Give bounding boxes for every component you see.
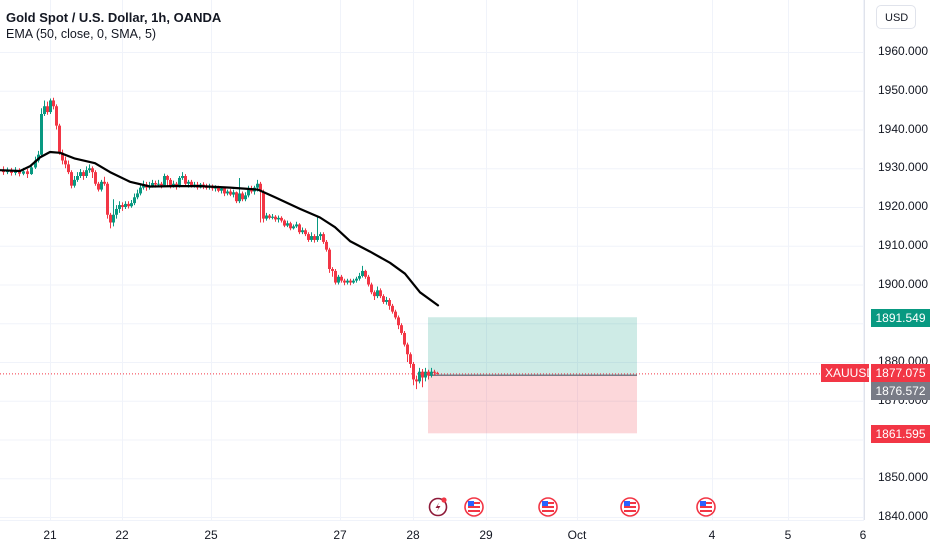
long-position-tool[interactable]: [428, 317, 637, 434]
time-tick-label: 28: [406, 528, 420, 542]
chart-grid: [0, 0, 864, 520]
symbol-title[interactable]: Gold Spot / U.S. Dollar, 1h, OANDA: [6, 10, 222, 25]
time-tick-label: 4: [708, 528, 716, 542]
target-zone[interactable]: [428, 317, 637, 376]
event-markers[interactable]: [428, 497, 716, 517]
time-tick-label: Oct: [567, 528, 587, 542]
price-tick-label: 1910.000: [878, 237, 929, 252]
price-tick-label: 1930.000: [878, 160, 929, 175]
price-tick-label: 1960.000: [878, 44, 929, 58]
entry-price-tag: 1876.572: [871, 382, 930, 400]
time-tick-label: 5: [784, 528, 792, 542]
price-tick-label: 1940.000: [878, 121, 929, 136]
chart-legend: Gold Spot / U.S. Dollar, 1h, OANDA EMA (…: [6, 9, 221, 43]
time-tick-label: 25: [204, 528, 218, 542]
target-price-tag: 1891.549: [871, 309, 930, 327]
price-tick-label: 1840.000: [878, 509, 929, 523]
ema-line: [0, 150, 440, 307]
time-tick-label: 21: [43, 528, 57, 542]
currency-button[interactable]: USD: [876, 5, 916, 29]
price-tick-label: 1850.000: [878, 470, 929, 485]
current-price-tag: 1877.075: [871, 364, 930, 382]
stop-price-tag: 1861.595: [871, 425, 930, 443]
time-tick-label: 22: [115, 528, 129, 542]
price-tick-label: 1950.000: [878, 82, 929, 97]
symbol-tag: XAUUSD: [821, 364, 875, 382]
time-tick-label: 27: [333, 528, 347, 542]
us-economic-event-icon[interactable]: [464, 497, 484, 517]
stop-zone[interactable]: [428, 375, 637, 434]
time-tick-label: 6: [859, 528, 867, 542]
price-tick-label: 1900.000: [878, 276, 929, 291]
price-tick-label: 1920.000: [878, 199, 929, 213]
us-economic-event-icon[interactable]: [620, 497, 640, 517]
earnings-event-icon[interactable]: [428, 497, 448, 517]
time-tick-label: 29: [479, 528, 493, 542]
candlestick-series: [2, 97, 439, 390]
us-economic-event-icon[interactable]: [696, 497, 716, 517]
us-economic-event-icon[interactable]: [538, 497, 558, 517]
indicator-legend[interactable]: EMA (50, close, 0, SMA, 5): [6, 27, 157, 41]
